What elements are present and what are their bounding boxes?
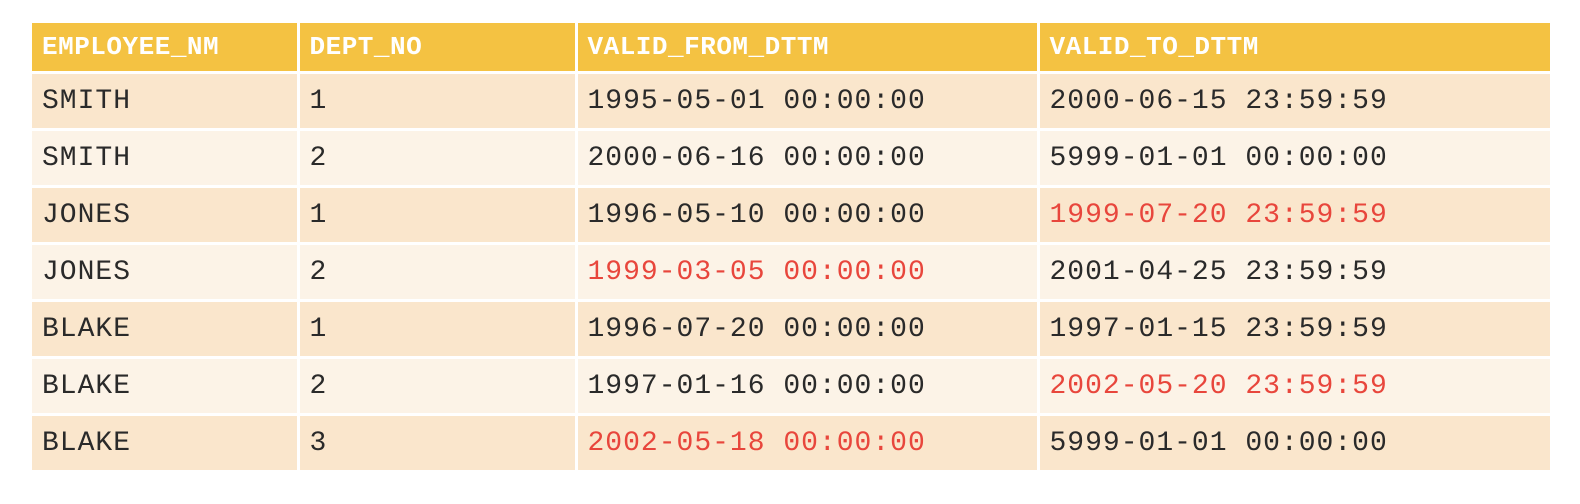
cell-dept-no: 3 — [298, 414, 578, 473]
cell-dept-no: 2 — [298, 129, 578, 188]
cell-dept-no: 2 — [298, 243, 578, 302]
cell-valid-from-dttm: 2002-05-18 00:00:00 — [576, 414, 1040, 473]
column-header-valid-from-dttm: VALID_FROM_DTTM — [576, 23, 1040, 74]
cell-valid-to-dttm: 1999-07-20 23:59:59 — [1038, 186, 1550, 245]
cell-dept-no: 2 — [298, 357, 578, 416]
cell-valid-to-dttm: 5999-01-01 00:00:00 — [1038, 414, 1550, 473]
cell-valid-to-dttm: 2000-06-15 23:59:59 — [1038, 72, 1550, 131]
table-row: SMITH 2 2000-06-16 00:00:00 5999-01-01 0… — [32, 129, 1550, 188]
table-row: BLAKE 2 1997-01-16 00:00:00 2002-05-20 2… — [32, 357, 1550, 416]
table-row: BLAKE 1 1996-07-20 00:00:00 1997-01-15 2… — [32, 300, 1550, 359]
cell-valid-from-dttm: 2000-06-16 00:00:00 — [576, 129, 1040, 188]
employee-dept-history-table-container: EMPLOYEE_NM DEPT_NO VALID_FROM_DTTM VALI… — [32, 23, 1550, 473]
table-row: JONES 2 1999-03-05 00:00:00 2001-04-25 2… — [32, 243, 1550, 302]
cell-valid-to-dttm: 1997-01-15 23:59:59 — [1038, 300, 1550, 359]
cell-employee-nm: JONES — [32, 243, 300, 302]
header-row: EMPLOYEE_NM DEPT_NO VALID_FROM_DTTM VALI… — [32, 23, 1550, 74]
column-header-dept-no: DEPT_NO — [298, 23, 578, 74]
column-header-employee-nm: EMPLOYEE_NM — [32, 23, 300, 74]
cell-employee-nm: JONES — [32, 186, 300, 245]
cell-valid-to-dttm: 2001-04-25 23:59:59 — [1038, 243, 1550, 302]
column-header-valid-to-dttm: VALID_TO_DTTM — [1038, 23, 1550, 74]
cell-valid-from-dttm: 1999-03-05 00:00:00 — [576, 243, 1040, 302]
table-header: EMPLOYEE_NM DEPT_NO VALID_FROM_DTTM VALI… — [32, 23, 1550, 74]
cell-valid-from-dttm: 1995-05-01 00:00:00 — [576, 72, 1040, 131]
cell-dept-no: 1 — [298, 186, 578, 245]
cell-valid-from-dttm: 1996-07-20 00:00:00 — [576, 300, 1040, 359]
cell-employee-nm: BLAKE — [32, 357, 300, 416]
table-row: SMITH 1 1995-05-01 00:00:00 2000-06-15 2… — [32, 72, 1550, 131]
table-row: BLAKE 3 2002-05-18 00:00:00 5999-01-01 0… — [32, 414, 1550, 473]
employee-dept-history-table: EMPLOYEE_NM DEPT_NO VALID_FROM_DTTM VALI… — [32, 23, 1550, 473]
cell-valid-to-dttm: 5999-01-01 00:00:00 — [1038, 129, 1550, 188]
cell-employee-nm: BLAKE — [32, 414, 300, 473]
cell-dept-no: 1 — [298, 300, 578, 359]
cell-valid-to-dttm: 2002-05-20 23:59:59 — [1038, 357, 1550, 416]
cell-valid-from-dttm: 1997-01-16 00:00:00 — [576, 357, 1040, 416]
cell-valid-from-dttm: 1996-05-10 00:00:00 — [576, 186, 1040, 245]
table-row: JONES 1 1996-05-10 00:00:00 1999-07-20 2… — [32, 186, 1550, 245]
cell-employee-nm: SMITH — [32, 72, 300, 131]
cell-dept-no: 1 — [298, 72, 578, 131]
table-body: SMITH 1 1995-05-01 00:00:00 2000-06-15 2… — [32, 72, 1550, 473]
cell-employee-nm: BLAKE — [32, 300, 300, 359]
cell-employee-nm: SMITH — [32, 129, 300, 188]
